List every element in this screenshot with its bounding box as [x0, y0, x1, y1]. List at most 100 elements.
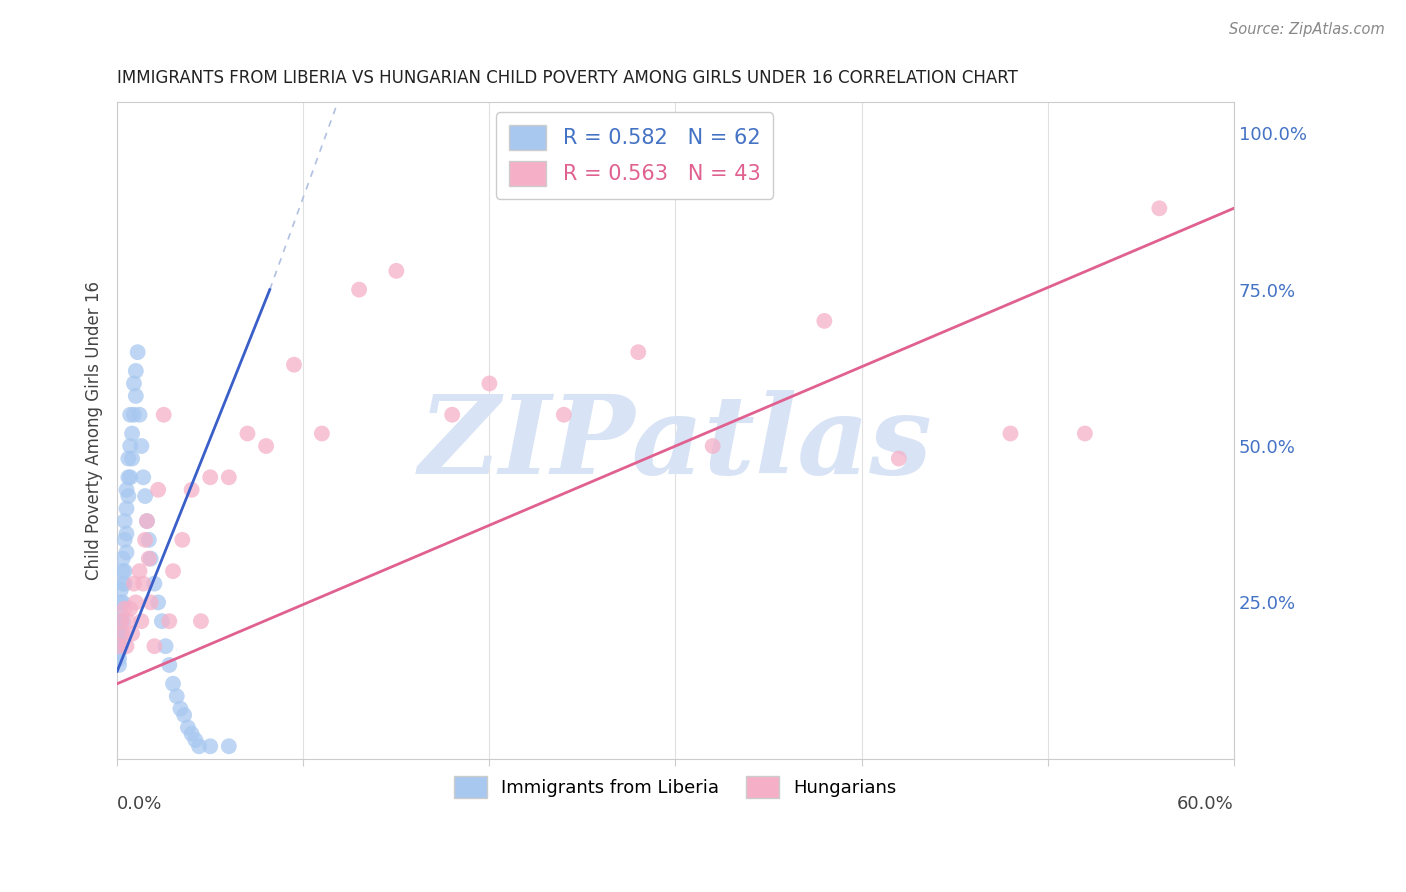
Point [125, 364, 148, 378]
Point [108, 657, 131, 672]
Point [120, 439, 142, 453]
Point [110, 614, 132, 628]
Point [166, 690, 188, 704]
Point [152, 408, 174, 422]
Point [125, 389, 148, 403]
Point [121, 451, 143, 466]
Point [169, 702, 191, 716]
Point [200, 739, 222, 754]
Point [887, 451, 910, 466]
Point [114, 601, 136, 615]
Point [180, 727, 202, 741]
Point [1074, 426, 1097, 441]
Point [121, 626, 143, 640]
Point [143, 639, 166, 653]
Point [115, 483, 138, 497]
Point [553, 408, 575, 422]
Point [114, 576, 136, 591]
Point [162, 677, 184, 691]
Point [114, 564, 136, 578]
Text: IMMIGRANTS FROM LIBERIA VS HUNGARIAN CHILD POVERTY AMONG GIRLS UNDER 16 CORRELAT: IMMIGRANTS FROM LIBERIA VS HUNGARIAN CHI… [117, 69, 1018, 87]
Point [108, 614, 131, 628]
Point [131, 614, 153, 628]
Point [441, 408, 464, 422]
Point [115, 545, 138, 559]
Point [138, 533, 160, 547]
Point [478, 376, 501, 391]
Point [132, 470, 155, 484]
Point [115, 526, 138, 541]
Point [108, 620, 131, 634]
Point [311, 426, 333, 441]
Point [184, 733, 207, 747]
Point [108, 645, 131, 659]
Point [114, 514, 136, 528]
Point [128, 564, 150, 578]
Point [120, 601, 142, 615]
Point [110, 614, 132, 628]
Point [108, 639, 131, 653]
Point [200, 470, 222, 484]
Point [138, 551, 160, 566]
Point [120, 470, 142, 484]
Point [172, 533, 194, 547]
Point [110, 626, 132, 640]
Point [173, 708, 195, 723]
Point [813, 314, 835, 328]
Point [146, 483, 169, 497]
Text: 0.0%: 0.0% [117, 795, 163, 813]
Point [134, 489, 156, 503]
Point [136, 514, 159, 528]
Point [117, 451, 139, 466]
Point [134, 533, 156, 547]
Point [111, 626, 134, 640]
Point [139, 595, 162, 609]
Point [627, 345, 650, 359]
Point [117, 614, 139, 628]
Point [108, 639, 131, 653]
Point [150, 614, 173, 628]
Point [110, 582, 132, 597]
Text: ZIPatlas: ZIPatlas [419, 390, 932, 497]
Point [190, 614, 212, 628]
Point [162, 564, 184, 578]
Point [218, 739, 240, 754]
Point [127, 345, 149, 359]
Point [111, 551, 134, 566]
Point [1149, 202, 1171, 216]
Point [188, 739, 211, 754]
Point [385, 264, 408, 278]
Point [136, 514, 159, 528]
Point [347, 283, 370, 297]
Point [132, 576, 155, 591]
Point [111, 595, 134, 609]
Point [120, 408, 142, 422]
Point [122, 576, 145, 591]
Point [117, 470, 139, 484]
Y-axis label: Child Poverty Among Girls Under 16: Child Poverty Among Girls Under 16 [86, 281, 103, 580]
Point [110, 595, 132, 609]
Point [218, 470, 240, 484]
Point [108, 632, 131, 647]
Point [115, 501, 138, 516]
Text: Source: ZipAtlas.com: Source: ZipAtlas.com [1229, 22, 1385, 37]
Point [122, 408, 145, 422]
Point [108, 626, 131, 640]
Point [114, 533, 136, 547]
Point [117, 489, 139, 503]
Point [121, 426, 143, 441]
Point [180, 483, 202, 497]
Point [125, 595, 148, 609]
Legend: Immigrants from Liberia, Hungarians: Immigrants from Liberia, Hungarians [447, 769, 904, 805]
Text: 60.0%: 60.0% [1177, 795, 1234, 813]
Point [236, 426, 259, 441]
Point [143, 576, 166, 591]
Point [108, 651, 131, 665]
Point [111, 564, 134, 578]
Point [146, 595, 169, 609]
Point [157, 657, 180, 672]
Point [128, 408, 150, 422]
Point [110, 639, 132, 653]
Point [702, 439, 724, 453]
Point [111, 576, 134, 591]
